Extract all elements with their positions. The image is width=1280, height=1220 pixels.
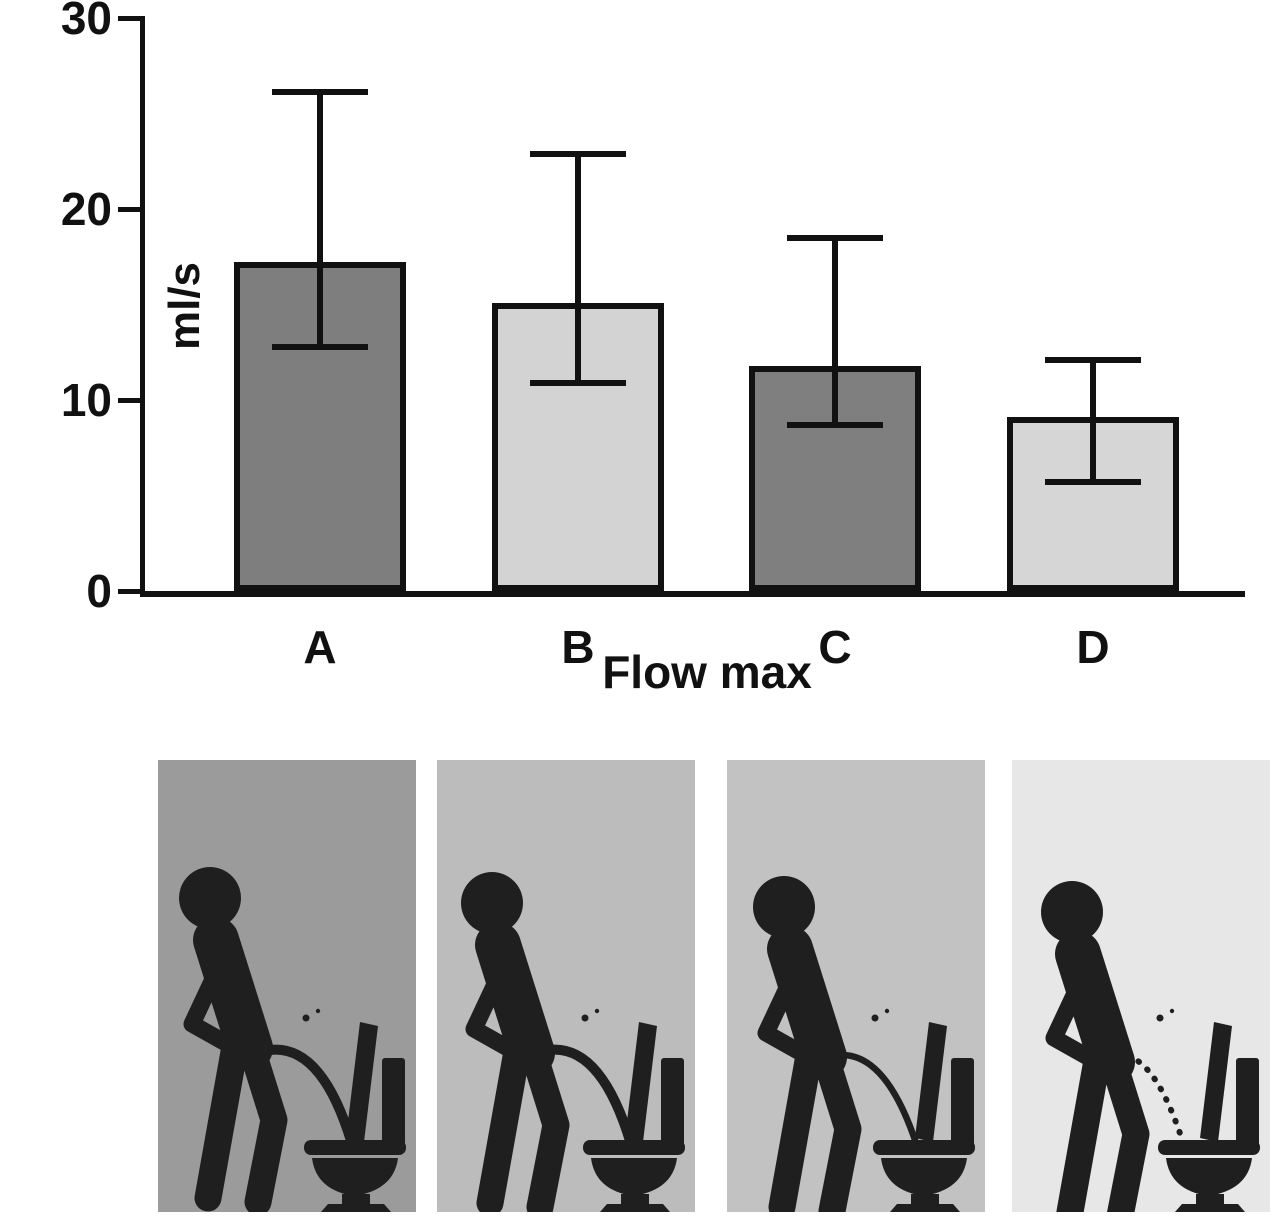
back-leg [768, 1047, 822, 1212]
toilet-seat-rim [304, 1140, 406, 1155]
toilet-pictogram [304, 1022, 406, 1212]
man-urinating-into-toilet-icon [1041, 881, 1260, 1212]
plot-area: ml/s 0 10 20 30 A B C D [61, 0, 1245, 673]
toilet-lid-open [915, 1022, 947, 1142]
person-pictogram [1041, 881, 1150, 1212]
droplet [1156, 1014, 1164, 1022]
y-axis-title: ml/s [160, 261, 209, 351]
back-leg [194, 1038, 248, 1212]
head-icon [179, 867, 241, 929]
error-bar-cap-bottom [530, 379, 626, 386]
error-bar-cap-top [530, 150, 626, 157]
category-label-d: D [1076, 621, 1110, 673]
pictogram-panel-slight-squat [437, 760, 695, 1212]
pictogram-panel-upright-lean [158, 760, 416, 1212]
y-axis-tick [118, 206, 140, 212]
person-pictogram [179, 867, 288, 1212]
error-bar-cap-top [272, 89, 368, 96]
error-bar-cap-top [1045, 356, 1141, 363]
droplet [871, 1014, 879, 1022]
toilet-bowl [591, 1158, 677, 1196]
urine-stream-arc [1125, 1053, 1189, 1155]
error-bar-line [317, 92, 323, 347]
urine-stream-arc [265, 1044, 357, 1149]
toilet-tank [1236, 1058, 1259, 1146]
urine-stream-arc [837, 1051, 921, 1150]
man-urinating-into-toilet-icon [461, 872, 685, 1212]
error-bar-cap-bottom [1045, 479, 1141, 486]
toilet-tank [382, 1058, 405, 1146]
toilet-pedestal [1196, 1194, 1224, 1204]
y-tick-label: 10 [60, 374, 112, 426]
toilet-tank [661, 1058, 684, 1146]
y-axis-tick [118, 15, 140, 21]
toilet-bowl [312, 1158, 398, 1196]
back-leg [1056, 1052, 1110, 1212]
toilet-seat-rim [873, 1140, 975, 1155]
error-bar-line [575, 153, 581, 383]
toilet-base [1175, 1204, 1245, 1212]
toilet-bowl [881, 1158, 967, 1196]
error-bar-cap-bottom [272, 343, 368, 350]
front-leg [814, 1051, 862, 1212]
person-pictogram [461, 872, 570, 1212]
droplet [1169, 1008, 1175, 1014]
toilet-lid-open [346, 1022, 378, 1142]
category-label-b: B [561, 621, 595, 673]
toilet-base [321, 1204, 391, 1212]
toilet-pictogram [1158, 1022, 1260, 1212]
toilet-pedestal [621, 1194, 649, 1204]
y-axis-tick [118, 397, 140, 403]
back-leg [476, 1043, 530, 1212]
toilet-lid-open [1200, 1022, 1232, 1142]
toilet-base [600, 1204, 670, 1212]
pictogram-panel-deep-squat [1012, 760, 1270, 1212]
toilet-tank [951, 1058, 974, 1146]
head-icon [461, 872, 523, 934]
toilet-pedestal [911, 1194, 939, 1204]
category-label-c: C [818, 621, 852, 673]
y-tick-label: 20 [60, 183, 112, 235]
droplet [594, 1008, 600, 1014]
front-leg [1102, 1056, 1150, 1212]
urine-stream-arc [544, 1044, 636, 1149]
toilet-pedestal [342, 1194, 370, 1204]
head-icon [1041, 881, 1103, 943]
category-label-a: A [303, 621, 337, 673]
y-axis-tick [118, 588, 140, 594]
toilet-bowl [1166, 1158, 1252, 1196]
toilet-base [890, 1204, 960, 1212]
pictogram-panel-half-squat [727, 760, 985, 1212]
toilet-lid-open [625, 1022, 657, 1142]
person-pictogram [753, 876, 862, 1212]
front-leg [240, 1042, 288, 1212]
toilet-pictogram [873, 1022, 975, 1212]
droplet [884, 1008, 890, 1014]
y-tick-label: 0 [86, 565, 112, 617]
head-icon [753, 876, 815, 938]
error-bar-line [832, 237, 838, 425]
droplet [581, 1014, 589, 1022]
x-axis-title: Flow max [602, 646, 812, 698]
droplet [302, 1014, 310, 1022]
y-tick-label: 30 [60, 0, 112, 44]
error-bar-cap-bottom [787, 421, 883, 428]
x-axis-line [140, 591, 1245, 597]
toilet-seat-rim [583, 1140, 685, 1155]
y-axis-line [140, 16, 145, 596]
man-urinating-into-toilet-icon [753, 876, 975, 1212]
bar-chart: ml/s 0 10 20 30 A B C D Flow max [61, 0, 1245, 698]
error-bar-cap-top [787, 234, 883, 241]
toilet-pictogram [583, 1022, 685, 1212]
toilet-seat-rim [1158, 1140, 1260, 1155]
front-leg [522, 1047, 570, 1212]
man-urinating-into-toilet-icon [179, 867, 406, 1212]
error-bar-line [1090, 359, 1096, 483]
droplet [315, 1008, 321, 1014]
